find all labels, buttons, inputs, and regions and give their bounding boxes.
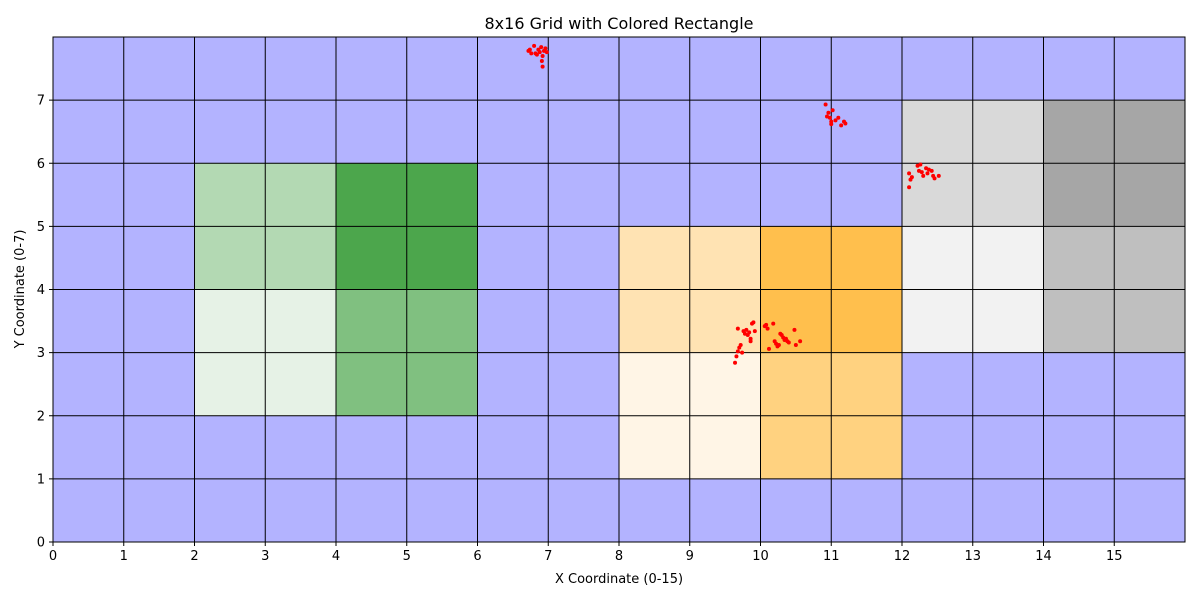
- scatter-point: [823, 102, 828, 107]
- x-tick-label: 1: [120, 549, 128, 564]
- scatter-point: [539, 45, 544, 50]
- y-tick-label: 2: [37, 409, 45, 424]
- x-tick-label: 8: [615, 549, 623, 564]
- x-tick-label: 12: [894, 549, 911, 564]
- scatter-point: [544, 50, 549, 55]
- x-axis-ticks: 0 1 2 3 4 5 6 7 8 9 10 11 12 13 14 15: [49, 542, 1123, 564]
- x-tick-label: 4: [332, 549, 340, 564]
- x-axis-label: X Coordinate (0-15): [555, 572, 683, 587]
- scatter-point: [751, 320, 756, 325]
- scatter-point: [833, 118, 838, 123]
- x-tick-label: 9: [686, 549, 694, 564]
- scatter-point: [907, 185, 912, 190]
- scatter-point: [735, 349, 740, 354]
- scatter-point: [929, 168, 934, 173]
- scatter-point: [748, 339, 753, 344]
- scatter-point: [825, 114, 830, 119]
- scatter-point: [836, 115, 841, 120]
- y-tick-label: 4: [37, 283, 45, 298]
- scatter-point: [830, 108, 835, 113]
- x-tick-label: 11: [823, 549, 840, 564]
- scatter-point: [744, 327, 749, 332]
- scatter-point: [839, 123, 844, 128]
- scatter-point: [747, 330, 752, 335]
- y-tick-label: 3: [37, 346, 45, 361]
- y-tick-label: 5: [37, 220, 45, 235]
- chart-title: 8x16 Grid with Colored Rectangle: [485, 14, 754, 33]
- scatter-point: [752, 329, 757, 334]
- scatter-point: [776, 343, 781, 348]
- x-tick-label: 14: [1035, 549, 1052, 564]
- x-tick-label: 15: [1106, 549, 1123, 564]
- scatter-point: [735, 326, 740, 331]
- scatter-point: [764, 322, 769, 327]
- scatter-point: [738, 343, 743, 348]
- scatter-point: [918, 162, 923, 167]
- scatter-point: [543, 46, 548, 51]
- y-axis-ticks: 0 1 2 3 4 5 6 7: [37, 94, 53, 551]
- x-tick-label: 0: [49, 549, 57, 564]
- scatter-point: [539, 58, 544, 63]
- scatter-point: [771, 321, 776, 326]
- scatter-point: [733, 360, 738, 365]
- scatter-point: [798, 339, 803, 344]
- scatter-point: [540, 53, 545, 58]
- x-tick-label: 10: [752, 549, 769, 564]
- scatter-point: [936, 173, 941, 178]
- y-tick-label: 1: [37, 472, 45, 487]
- scatter-point: [734, 354, 739, 359]
- scatter-point: [765, 326, 770, 331]
- scatter-point: [919, 170, 924, 175]
- scatter-point: [766, 346, 771, 351]
- x-tick-label: 3: [261, 549, 269, 564]
- y-axis-label: Y Coordinate (0-7): [13, 230, 28, 350]
- scatter-point: [925, 171, 930, 176]
- scatter-point: [532, 43, 537, 48]
- scatter-point: [932, 176, 937, 181]
- scatter-point: [843, 121, 848, 126]
- scatter-point: [826, 110, 831, 115]
- scatter-point: [829, 122, 834, 127]
- scatter-point: [527, 47, 532, 52]
- scatter-point: [792, 327, 797, 332]
- scatter-point: [921, 173, 926, 178]
- scatter-point: [907, 171, 912, 176]
- scatter-point: [793, 343, 798, 348]
- scatter-point: [786, 340, 791, 345]
- scatter-point: [537, 50, 542, 55]
- x-tick-label: 5: [403, 549, 411, 564]
- scatter-point: [540, 64, 545, 69]
- scatter-point: [740, 350, 745, 355]
- y-tick-label: 6: [37, 157, 45, 172]
- plot-area: [52, 36, 1186, 543]
- x-tick-label: 2: [190, 549, 198, 564]
- y-tick-label: 0: [37, 536, 45, 551]
- y-tick-label: 7: [37, 94, 45, 109]
- x-tick-label: 6: [473, 549, 481, 564]
- x-tick-label: 13: [964, 549, 981, 564]
- scatter-point: [909, 175, 914, 180]
- x-tick-label: 7: [544, 549, 552, 564]
- scatter-point: [529, 51, 534, 56]
- scatter-point: [533, 51, 538, 56]
